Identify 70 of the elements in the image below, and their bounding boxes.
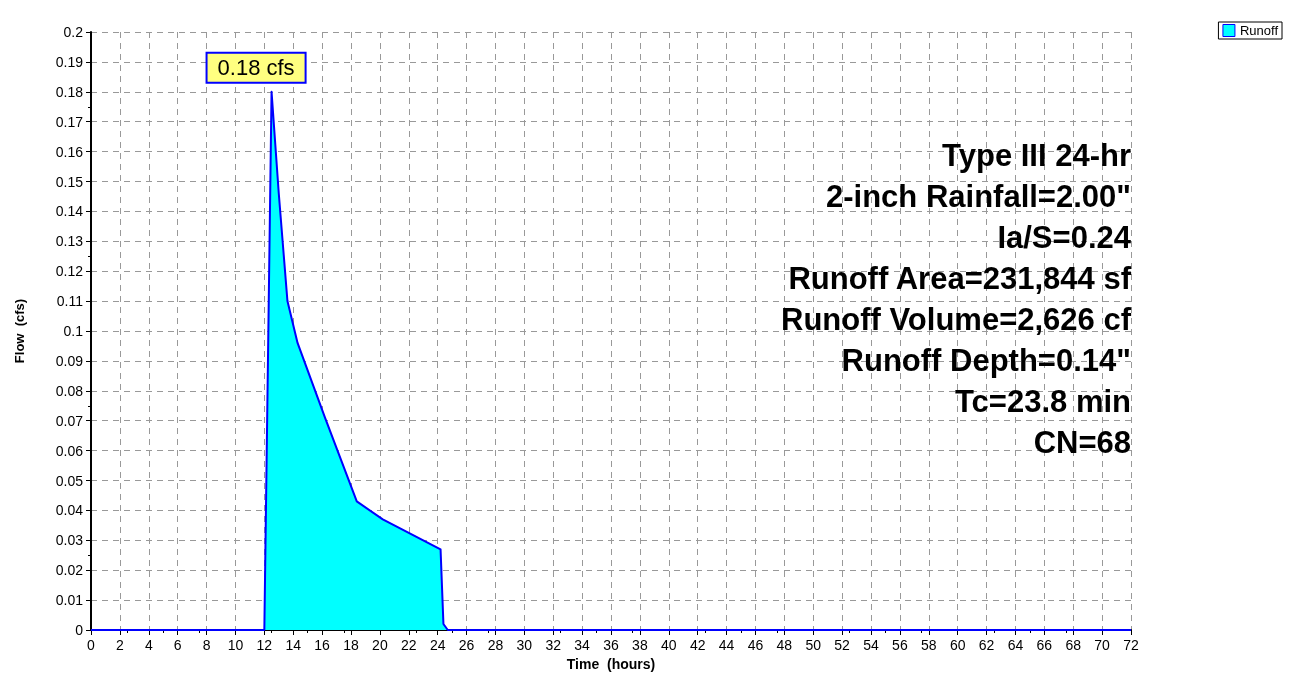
y-tick-label: 0.07 — [55, 412, 84, 429]
x-tick-label: 40 — [660, 637, 677, 653]
x-tick-label: 18 — [343, 637, 359, 653]
y-tick-label: 0.18 — [55, 83, 84, 100]
x-tick-label: 2 — [115, 637, 124, 653]
y-tick-label: 0.05 — [55, 472, 84, 489]
x-tick-label: 62 — [978, 637, 995, 653]
y-tick-label: 0.1 — [63, 323, 84, 339]
annotation: Runoff Volume=2,626 cf — [781, 302, 1132, 337]
annotation: Ia/S=0.24 — [997, 220, 1132, 255]
x-tick-label: 6 — [173, 637, 182, 653]
annotation: 2-inch Rainfall=2.00" — [825, 179, 1131, 214]
annotation: Runoff Area=231,844 sf — [788, 261, 1132, 296]
x-tick-label: 36 — [603, 637, 619, 653]
y-tick-label: 0.12 — [55, 263, 84, 280]
x-tick-label: 72 — [1123, 637, 1139, 653]
x-tick-label: 50 — [805, 637, 822, 653]
y-tick-label: 0.01 — [55, 592, 84, 609]
annotation: Type III 24-hr — [942, 138, 1131, 173]
annotation: CN=68 — [1033, 425, 1131, 460]
x-tick-label: 54 — [863, 637, 879, 653]
x-tick-label: 14 — [285, 637, 302, 653]
x-tick-label: 28 — [487, 637, 504, 653]
y-axis-title: Flow (cfs) — [12, 298, 27, 364]
x-tick-label: 22 — [400, 637, 417, 653]
x-tick-label: 0 — [87, 637, 96, 653]
y-tick-label: 0.09 — [55, 352, 84, 369]
x-tick-label: 10 — [227, 637, 244, 653]
x-tick-label: 70 — [1094, 637, 1111, 653]
x-tick-label: 52 — [834, 637, 851, 653]
x-tick-label: 24 — [429, 637, 446, 653]
x-tick-label: 68 — [1065, 637, 1082, 653]
x-tick-label: 58 — [920, 637, 937, 653]
x-tick-label: 44 — [718, 637, 735, 653]
x-tick-label: 8 — [202, 637, 211, 653]
y-tick-label: 0 — [75, 622, 84, 638]
y-tick-label: 0.16 — [55, 143, 84, 160]
y-tick-label: 0.17 — [55, 113, 84, 130]
x-tick-label: 66 — [1036, 637, 1053, 653]
x-tick-label: 30 — [516, 637, 533, 653]
annotation: Runoff Depth=0.14" — [841, 343, 1131, 378]
x-tick-label: 16 — [314, 637, 331, 653]
x-tick-label: 64 — [1007, 637, 1024, 653]
y-tick-label: 0.04 — [55, 502, 84, 519]
y-tick-label: 0.14 — [55, 203, 84, 220]
x-tick-label: 26 — [458, 637, 475, 653]
x-tick-label: 20 — [372, 637, 388, 653]
x-tick-label: 48 — [776, 637, 793, 653]
y-tick-label: 0.2 — [63, 24, 84, 40]
x-tick-label: 56 — [892, 637, 908, 653]
x-tick-label: 34 — [574, 637, 591, 653]
legend-label: Runoff — [1239, 23, 1279, 38]
y-tick-label: 0.19 — [55, 53, 84, 70]
y-tick-label: 0.06 — [55, 442, 84, 459]
y-tick-label: 0.08 — [55, 382, 84, 399]
x-tick-label: 12 — [256, 637, 273, 653]
y-tick-label: 0.13 — [55, 233, 84, 250]
annotation: 0.18 cfs — [217, 55, 295, 81]
x-axis-title: Time (hours) — [566, 655, 656, 672]
y-tick-label: 0.03 — [55, 532, 84, 549]
annotation: Tc=23.8 min — [954, 384, 1131, 419]
x-tick-label: 32 — [545, 637, 562, 653]
x-tick-label: 42 — [689, 637, 706, 653]
x-tick-label: 60 — [949, 637, 966, 653]
x-tick-label: 46 — [747, 637, 764, 653]
y-tick-label: 0.11 — [56, 293, 84, 310]
y-tick-label: 0.02 — [55, 562, 84, 579]
x-tick-label: 4 — [144, 637, 153, 653]
x-tick-label: 38 — [632, 637, 648, 653]
y-tick-label: 0.15 — [55, 173, 84, 190]
